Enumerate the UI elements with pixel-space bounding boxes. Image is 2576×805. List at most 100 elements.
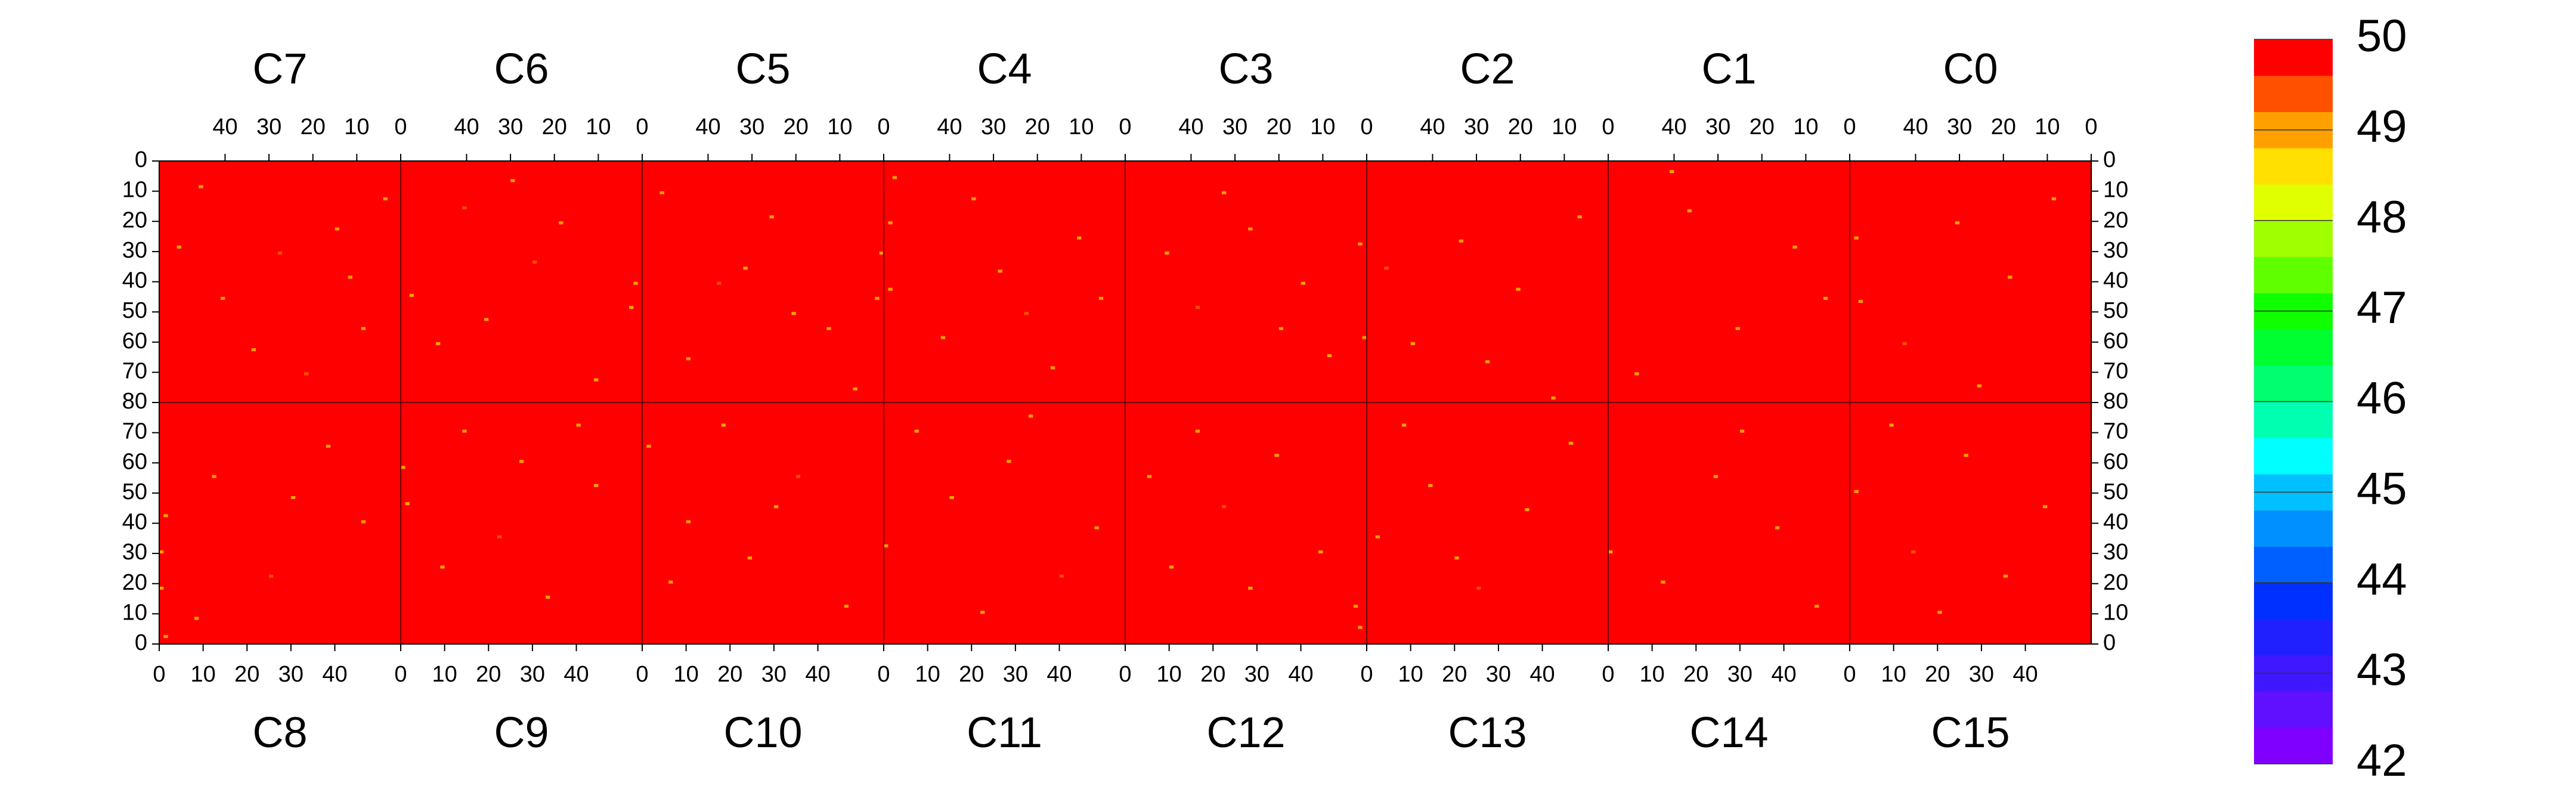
x-tick-label: 30 (498, 114, 523, 140)
heatmap-cell (1823, 296, 1828, 300)
colorbar-label: 50 (2357, 11, 2407, 61)
panel-background (884, 402, 1125, 644)
panel-background (1850, 161, 2091, 402)
heatmap-cell (888, 221, 893, 225)
x-tick-label: 40 (805, 662, 830, 687)
heatmap-cell (212, 475, 216, 478)
x-tick-label: 20 (1025, 114, 1050, 140)
y-tick-label: 0 (2103, 147, 2116, 172)
x-tick-label: 20 (1683, 662, 1708, 687)
x-tick-label: 10 (344, 114, 369, 140)
heatmap-cell (1384, 267, 1389, 270)
x-tick-label: 20 (1508, 114, 1533, 140)
heatmap-cell (1147, 475, 1152, 478)
heatmap-cell (743, 267, 748, 270)
y-tick-label: 20 (122, 570, 147, 595)
x-tick-label: 40 (454, 114, 479, 140)
x-tick-label: 0 (153, 662, 165, 687)
panel-label: C15 (1931, 709, 2010, 757)
heatmap-cell (1964, 454, 1968, 457)
panel-background (642, 402, 884, 644)
y-tick-label: 60 (2103, 329, 2128, 354)
colorbar-band (2254, 546, 2333, 583)
x-tick-label: 20 (1200, 662, 1225, 687)
x-tick-label: 0 (636, 114, 648, 140)
y-tick-label: 0 (2103, 630, 2116, 655)
heatmap-cell (1889, 423, 1894, 427)
panel-background (1125, 161, 1367, 402)
heatmap-cell (660, 191, 664, 194)
heatmap-cell (1661, 580, 1665, 584)
x-tick-label: 0 (2085, 114, 2097, 140)
colorbar-label: 49 (2357, 101, 2407, 152)
y-tick-label: 30 (122, 540, 147, 565)
x-tick-label: 10 (1398, 662, 1423, 687)
colorbar-band (2254, 583, 2333, 620)
heatmap-cell (519, 460, 524, 463)
heatmap-cell (1098, 296, 1104, 300)
heatmap-cell (795, 475, 801, 478)
y-tick-label: 50 (122, 479, 147, 504)
x-tick-label: 30 (278, 662, 304, 687)
heatmap-cell (1476, 586, 1481, 590)
x-tick-label: 20 (1750, 114, 1775, 140)
heatmap-cell (1634, 372, 1639, 376)
heatmap-cell (686, 520, 691, 524)
x-tick-label: 10 (673, 662, 698, 687)
heatmap-cell (1029, 414, 1033, 418)
colorbar-label: 46 (2357, 373, 2407, 424)
panel-label: C13 (1448, 709, 1527, 757)
heatmap-cell (884, 544, 888, 547)
heatmap-cell (914, 429, 919, 433)
x-tick-label: 30 (1222, 114, 1247, 140)
heatmap-cell (1362, 336, 1367, 339)
x-tick-label: 10 (1881, 662, 1906, 687)
y-tick-label: 70 (2103, 419, 2128, 444)
x-tick-label: 40 (1420, 114, 1445, 140)
heatmap-cell (633, 281, 638, 285)
colorbar-band (2254, 220, 2333, 257)
x-tick-label: 30 (1705, 114, 1730, 140)
y-tick-label: 10 (2103, 600, 2128, 625)
x-tick-label: 40 (1288, 662, 1313, 687)
heatmap-cell (1169, 565, 1174, 569)
heatmap-cell (1792, 245, 1797, 249)
x-tick-label: 30 (981, 114, 1006, 140)
heatmap-cell (194, 617, 199, 620)
heatmap-cell (440, 565, 445, 569)
plot-frame (159, 160, 2092, 645)
heatmap-cell (1854, 490, 1859, 493)
heatmap-cell (484, 318, 489, 321)
panel-label: C7 (252, 45, 307, 93)
heatmap-cell (304, 372, 309, 376)
heatmap-cell (747, 556, 753, 560)
colorbar-band (2254, 365, 2333, 402)
x-tick-label: 20 (1267, 114, 1292, 140)
heatmap-cell (998, 270, 1002, 273)
heatmap-cell (826, 327, 831, 330)
x-tick-label: 40 (1530, 662, 1555, 687)
x-tick-label: 20 (1925, 662, 1950, 687)
heatmap-cell (1410, 342, 1415, 345)
panel-label: C12 (1206, 709, 1285, 757)
y-tick-label: 20 (122, 208, 147, 233)
x-tick-label: 10 (1069, 114, 1094, 140)
heatmap-cell (594, 484, 599, 487)
y-tick-label: 80 (122, 389, 147, 414)
colorbar-label: 45 (2357, 463, 2407, 514)
x-tick-label: 20 (784, 114, 809, 140)
heatmap-cell (462, 206, 467, 209)
panel-label: C4 (977, 45, 1032, 93)
heatmap-cell (1274, 454, 1279, 457)
heatmap-cell (1318, 550, 1323, 554)
x-tick-label: 10 (1552, 114, 1577, 140)
heatmap-cell (251, 348, 256, 351)
y-tick-label: 10 (122, 600, 147, 625)
heatmap-cell (1525, 508, 1530, 512)
x-tick-label: 30 (256, 114, 281, 140)
y-tick-label: 40 (122, 510, 147, 535)
x-tick-label: 0 (394, 114, 407, 140)
colorbar-band (2254, 148, 2333, 185)
x-tick-label: 0 (394, 662, 407, 687)
colorbar-band (2254, 184, 2333, 221)
